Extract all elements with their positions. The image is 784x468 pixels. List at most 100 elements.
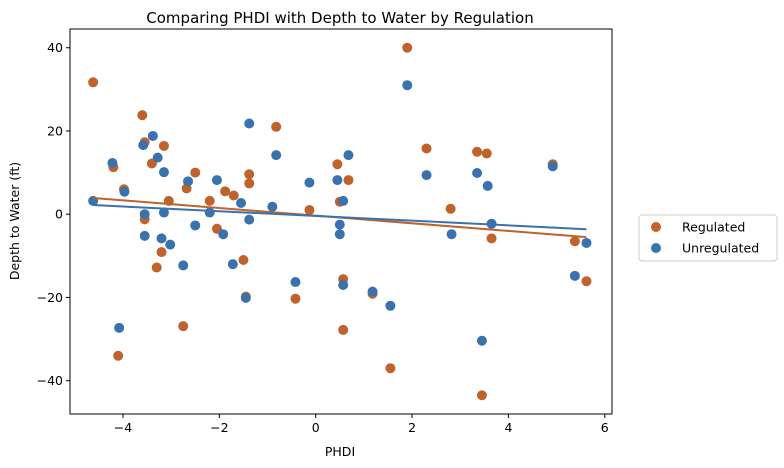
y-tick-label: 40 xyxy=(47,40,63,55)
regulated-point-12 xyxy=(178,321,189,332)
regulated-point-36 xyxy=(472,146,483,157)
regulated-point-24 xyxy=(290,293,301,304)
unregulated-point-18 xyxy=(218,229,229,240)
y-axis-label: Depth to Water (ft) xyxy=(7,162,22,280)
legend: Regulated Unregulated xyxy=(638,214,778,262)
unregulated-point-40 xyxy=(476,335,487,346)
unregulated-point-4 xyxy=(138,140,149,151)
unregulated-point-39 xyxy=(472,168,483,179)
regulated-point-8 xyxy=(151,262,162,273)
regulated-point-32 xyxy=(385,363,396,374)
regulated-point-4 xyxy=(137,110,148,121)
regulated-point-17 xyxy=(220,186,231,197)
unregulated-point-41 xyxy=(482,180,493,191)
regulated-point-2 xyxy=(113,350,124,361)
unregulated-point-5 xyxy=(139,230,150,241)
x-axis-label: PHDI xyxy=(325,444,355,459)
unregulated-point-14 xyxy=(183,176,194,187)
regulated-point-15 xyxy=(204,195,215,206)
unregulated-point-15 xyxy=(190,220,201,231)
regulated-point-34 xyxy=(421,143,432,154)
x-tick-label: −2 xyxy=(210,420,228,435)
legend-box xyxy=(638,214,778,262)
y-tick-label: −40 xyxy=(37,373,63,388)
y-axis: −40 −20 0 20 40 xyxy=(37,40,70,388)
unregulated-point-17 xyxy=(211,175,222,186)
unregulated-point-7 xyxy=(147,130,158,141)
x-tick-label: 2 xyxy=(408,420,416,435)
chart-title: Comparing PHDI with Depth to Water by Re… xyxy=(146,9,533,27)
y-tick-label: 0 xyxy=(55,207,63,222)
unregulated-point-13 xyxy=(178,260,189,271)
regulated-point-23 xyxy=(271,121,282,132)
plot-area xyxy=(88,42,592,401)
unregulated-point-25 xyxy=(271,150,282,161)
unregulated-point-9 xyxy=(156,233,167,244)
regulated-point-35 xyxy=(445,203,456,214)
unregulated-point-2 xyxy=(114,322,125,333)
x-axis: −4 −2 0 2 4 6 xyxy=(114,414,609,435)
unregulated-point-32 xyxy=(338,279,349,290)
y-tick-label: −20 xyxy=(37,290,63,305)
regulated-point-19 xyxy=(238,255,249,265)
unregulated-point-24 xyxy=(267,201,278,212)
unregulated-point-21 xyxy=(240,292,251,303)
unregulated-point-12 xyxy=(165,239,176,250)
legend-label-regulated: Regulated xyxy=(682,220,745,235)
unregulated-point-29 xyxy=(334,219,345,230)
unregulated-point-23 xyxy=(244,214,255,225)
x-tick-label: 4 xyxy=(504,420,512,435)
legend-marker-regulated xyxy=(651,222,661,232)
unregulated-point-37 xyxy=(421,170,432,181)
x-tick-label: 6 xyxy=(601,420,609,435)
regulated-point-37 xyxy=(476,390,487,401)
unregulated-point-44 xyxy=(569,270,580,281)
regulated-point-38 xyxy=(481,148,492,159)
unregulated-point-16 xyxy=(204,207,215,218)
unregulated-point-36 xyxy=(402,80,413,91)
unregulated-point-34 xyxy=(367,286,378,297)
regulated-point-21 xyxy=(244,169,255,180)
unregulated-trend-line xyxy=(93,204,587,231)
unregulated-point-28 xyxy=(332,175,343,186)
regulated-point-26 xyxy=(332,159,343,170)
unregulated-point-19 xyxy=(227,259,238,270)
unregulated-point-11 xyxy=(158,207,169,218)
unregulated-point-22 xyxy=(244,118,255,129)
unregulated-point-31 xyxy=(338,195,349,206)
regulated-point-9 xyxy=(156,247,167,258)
unregulated-point-35 xyxy=(385,300,396,311)
regulated-point-39 xyxy=(486,233,497,244)
unregulated-point-8 xyxy=(152,152,163,163)
regulated-point-30 xyxy=(343,175,354,186)
unregulated-point-33 xyxy=(343,150,354,161)
unregulated-point-26 xyxy=(290,277,301,288)
legend-marker-unregulated xyxy=(651,243,661,253)
legend-label-unregulated: Unregulated xyxy=(682,241,759,256)
regulated-point-10 xyxy=(158,140,169,151)
regulated-point-33 xyxy=(402,42,413,53)
unregulated-point-20 xyxy=(236,197,247,208)
x-tick-label: −4 xyxy=(114,420,132,435)
unregulated-point-38 xyxy=(446,229,457,240)
unregulated-point-1 xyxy=(107,158,118,169)
regulated-point-22 xyxy=(244,178,255,189)
regulated-point-25 xyxy=(304,205,315,216)
unregulated-point-3 xyxy=(119,186,130,197)
regulated-point-29 xyxy=(338,324,349,335)
regulated-point-14 xyxy=(190,167,201,178)
regulated-point-42 xyxy=(581,276,592,287)
x-tick-label: 0 xyxy=(312,420,320,435)
unregulated-point-10 xyxy=(158,167,169,178)
regulated-point-41 xyxy=(569,236,580,247)
unregulated-point-45 xyxy=(581,237,592,248)
unregulated-point-27 xyxy=(304,177,315,188)
regulated-point-18 xyxy=(228,190,239,201)
plot-frame xyxy=(69,28,613,415)
unregulated-point-6 xyxy=(139,209,150,220)
regulated-point-0 xyxy=(88,77,99,88)
unregulated-point-30 xyxy=(334,229,345,240)
unregulated-point-43 xyxy=(547,161,558,172)
y-tick-label: 20 xyxy=(47,123,63,138)
